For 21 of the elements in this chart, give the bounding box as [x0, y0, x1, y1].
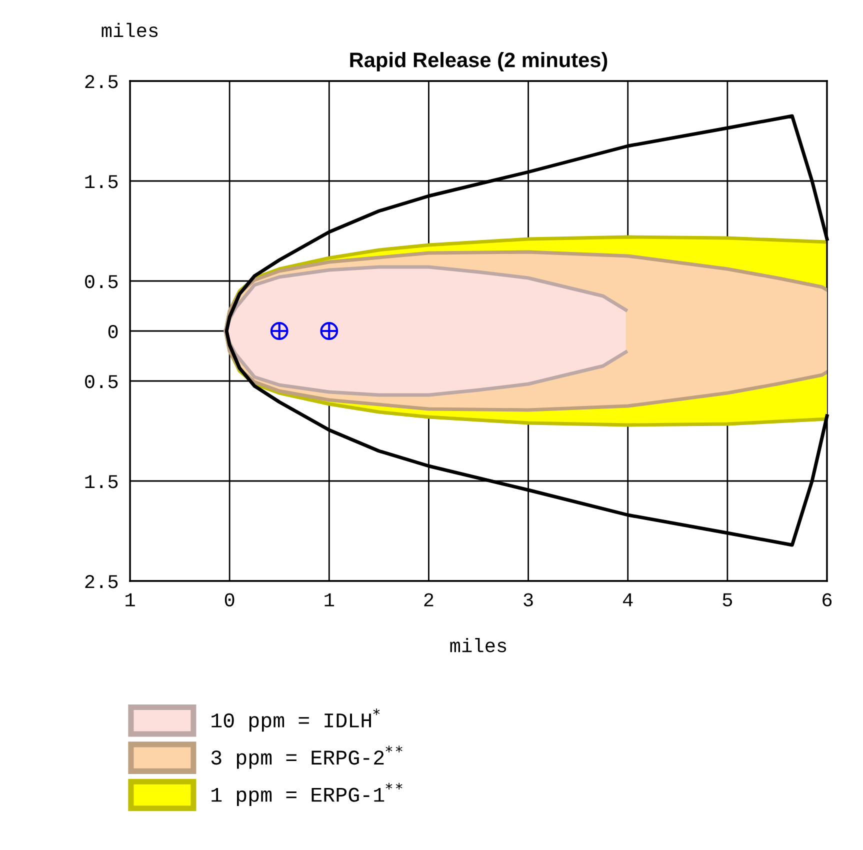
- y-tick-label: 1.5: [85, 475, 118, 488]
- x-axis-title: miles: [450, 638, 506, 652]
- x-tick-label: 6: [822, 593, 832, 606]
- x-tick-label: 1: [126, 593, 135, 606]
- legend-label: 10 ppm = IDLH$^{*}$: [212, 708, 380, 732]
- x-tick-label: 1: [324, 593, 334, 606]
- x-tick-label: 4: [623, 593, 633, 606]
- y-tick-label: 0: [108, 325, 118, 338]
- x-tick-label: 0: [224, 593, 234, 606]
- legend-label: 1 ppm = ERPG-1$^{**}$: [212, 782, 402, 806]
- y-axis-title: miles: [102, 22, 158, 38]
- y-tick-label: 2.5: [85, 75, 118, 88]
- y-tick-label: 0.5: [85, 275, 118, 288]
- y-tick-label: 1.5: [85, 175, 118, 188]
- legend-label: 3 ppm = ERPG-2$^{**}$: [211, 746, 402, 769]
- x-tick-label: 3: [524, 593, 533, 606]
- y-tick-label: 2.5: [85, 575, 118, 588]
- chart-title: Rapid Release (2 minutes): [350, 52, 608, 72]
- y-tick-label: 0.5: [85, 375, 118, 388]
- x-tick-label: 5: [722, 593, 732, 606]
- x-tick-label: 2: [424, 593, 434, 606]
